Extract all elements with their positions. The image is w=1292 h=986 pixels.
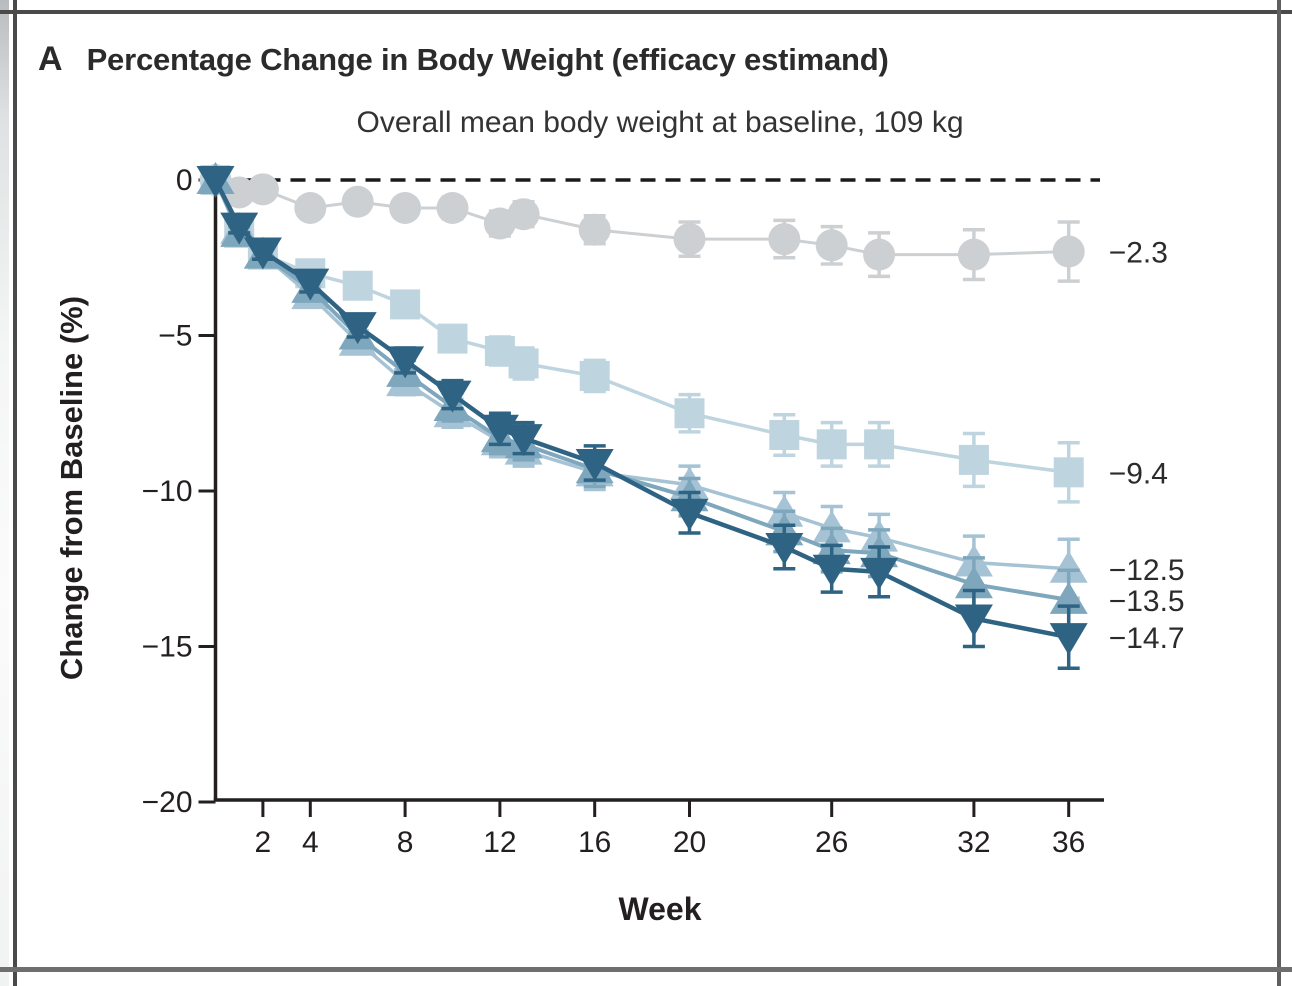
series-end-label: −13.5	[1109, 585, 1185, 618]
data-point-marker	[508, 348, 539, 379]
page-edge-shading	[0, 0, 9, 986]
panel-letter: A	[38, 40, 63, 78]
figure-border-left	[13, 0, 17, 986]
data-point-marker	[860, 557, 899, 590]
figure-border-bottom	[0, 967, 1292, 972]
series-pale-blue-squares: −9.4	[200, 165, 1168, 504]
series-line	[213, 179, 1070, 602]
series-end-label: −14.7	[1109, 622, 1185, 655]
panel-title: Percentage Change in Body Weight (effica…	[86, 42, 889, 77]
chart-subtitle: Overall mean body weight at baseline, 10…	[356, 106, 964, 139]
data-point-marker	[575, 449, 614, 482]
x-tick-label: 20	[673, 826, 706, 859]
data-point-marker	[342, 270, 373, 301]
data-point-marker	[338, 312, 377, 345]
series-end-label: −2.3	[1109, 237, 1168, 270]
data-point-marker	[291, 268, 330, 301]
data-point-marker	[815, 229, 848, 262]
x-axis-ticks: 2 4 8 12 16 20 26 32 36	[255, 800, 1085, 859]
series-line	[214, 178, 1069, 257]
y-tick-label: −15	[142, 631, 193, 664]
y-tick-label: −20	[142, 786, 193, 819]
data-point-marker	[433, 380, 472, 413]
data-point-marker	[812, 510, 851, 543]
x-tick-label: 36	[1052, 826, 1085, 859]
data-point-marker	[578, 213, 611, 246]
data-point-marker	[670, 498, 709, 531]
data-point-marker	[243, 237, 282, 270]
x-tick-label: 16	[578, 826, 611, 859]
data-point-marker	[386, 346, 425, 379]
data-point-marker	[341, 185, 374, 218]
data-point-marker	[579, 360, 610, 391]
x-tick-label: 12	[483, 826, 516, 859]
data-point-marker	[864, 429, 895, 460]
series-end-label: −9.4	[1109, 457, 1168, 490]
data-point-marker	[768, 223, 801, 256]
y-tick-label: 0	[176, 164, 193, 197]
data-point-marker	[436, 191, 469, 224]
data-point-marker	[1052, 235, 1085, 268]
data-point-marker	[1049, 550, 1088, 583]
data-point-marker	[954, 604, 993, 637]
x-tick-label: 32	[957, 826, 990, 859]
data-point-marker	[812, 554, 851, 587]
data-point-marker	[220, 212, 259, 245]
x-tick-label: 4	[302, 826, 319, 859]
data-point-marker	[673, 223, 706, 256]
data-point-marker	[863, 238, 896, 271]
data-point-marker	[294, 191, 327, 224]
x-axis-label: Week	[618, 891, 702, 927]
figure-border-top	[0, 10, 1292, 14]
panel-header: A Percentage Change in Body Weight (effi…	[38, 40, 889, 79]
data-point-marker	[196, 166, 235, 198]
data-point-marker	[437, 323, 468, 354]
x-tick-label: 8	[397, 826, 414, 859]
series-dark-blue-down-triangles: −14.7	[196, 166, 1185, 671]
data-point-marker	[957, 238, 990, 271]
data-point-marker	[765, 532, 804, 565]
series-end-label: −12.5	[1109, 554, 1185, 587]
series-line	[213, 179, 1069, 571]
data-point-marker	[504, 424, 543, 457]
data-point-marker	[769, 420, 800, 451]
data-point-marker	[246, 173, 279, 206]
data-point-marker	[1053, 457, 1084, 488]
y-tick-label: −5	[158, 320, 192, 353]
y-tick-label: −10	[142, 475, 193, 508]
data-point-marker	[816, 429, 847, 460]
data-point-marker	[1049, 623, 1088, 656]
data-point-marker	[223, 176, 256, 209]
series-line	[213, 178, 1070, 640]
data-point-marker	[958, 444, 989, 475]
data-point-marker	[507, 198, 540, 231]
data-point-marker	[674, 398, 705, 429]
y-axis-ticks: 0 −5 −10 −15 −20	[142, 164, 216, 819]
x-tick-label: 2	[255, 826, 272, 859]
data-point-marker	[480, 414, 519, 447]
figure-border-right	[1277, 0, 1281, 986]
x-tick-label: 26	[815, 826, 848, 859]
data-point-marker	[389, 191, 422, 224]
data-point-marker	[390, 289, 421, 320]
